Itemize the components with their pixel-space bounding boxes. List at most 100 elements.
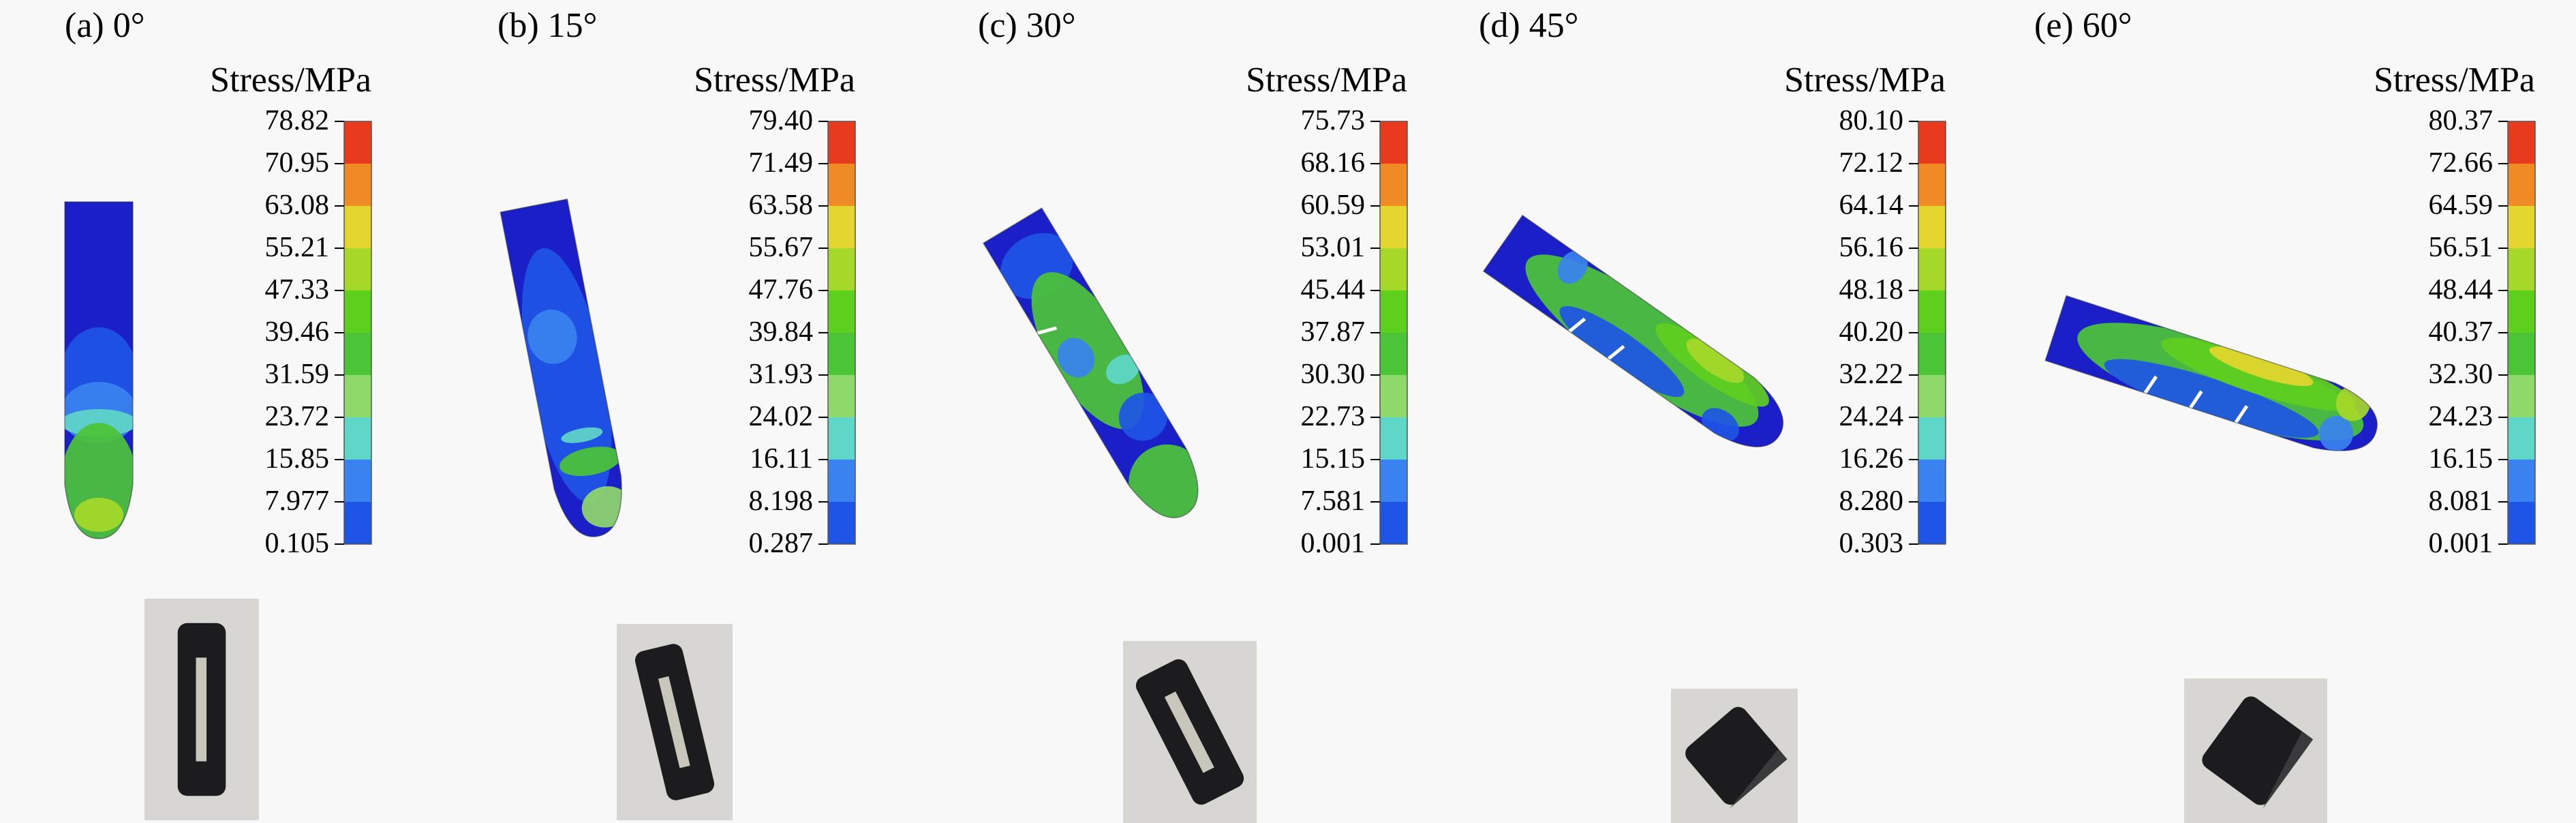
colorbar-tick-label: 78.82 <box>264 105 330 136</box>
colorbar-title: Stress/MPa <box>1784 61 1946 100</box>
specimen-highlight <box>658 676 690 768</box>
colorbar-band <box>828 417 855 460</box>
colorbar-tick-label: 31.93 <box>748 359 814 390</box>
colorbar-tick-label: 8.280 <box>1839 485 1904 517</box>
colorbar-band <box>2508 248 2535 291</box>
colorbar-title: Stress/MPa <box>694 61 855 100</box>
stress-contour-specimen <box>2044 295 2387 465</box>
stress-contour-specimen <box>982 207 1216 533</box>
colorbar-band <box>2508 417 2535 460</box>
colorbar-band <box>2508 121 2535 164</box>
colorbar-tick-label: 70.95 <box>264 147 330 179</box>
specimen-body <box>983 208 1216 533</box>
colorbar-band <box>1380 248 1407 291</box>
specimen-outline <box>64 201 134 539</box>
colorbar-tick-label: 24.02 <box>748 401 814 432</box>
stress-contour-specimen <box>64 201 134 539</box>
colorbar-band <box>2508 164 2535 207</box>
stress-region <box>1686 338 1745 383</box>
colorbar-tick-label: 0.105 <box>264 528 330 559</box>
specimen-fracture-face <box>1729 749 1788 809</box>
colorbar-band <box>1918 375 1946 418</box>
colorbar-tick-label: 0.001 <box>2428 528 2494 559</box>
colorbar-tick-label: 47.76 <box>748 274 814 305</box>
colorbar-tick-label: 15.15 <box>1300 443 1366 475</box>
colorbar-band <box>344 290 371 333</box>
stress-region <box>1105 354 1140 385</box>
colorbar-tick-label: 60.59 <box>1300 190 1366 221</box>
stress-region <box>527 310 577 364</box>
colorbar-band <box>2508 460 2535 503</box>
colorbar-band <box>2508 290 2535 333</box>
colorbar-band <box>1918 164 1946 207</box>
crack-mark <box>2143 375 2158 394</box>
colorbar-tick-label: 7.977 <box>264 485 330 517</box>
specimen-body <box>2045 295 2387 465</box>
colorbar-band <box>344 333 371 376</box>
colorbar-tick-label: 47.33 <box>264 274 330 305</box>
colorbar <box>335 121 372 545</box>
specimen-photo <box>617 624 733 820</box>
crack-mark <box>1037 326 1058 335</box>
stress-region <box>2209 346 2314 387</box>
colorbar-band <box>344 502 371 545</box>
colorbar-band <box>344 460 371 503</box>
colorbar-tick-label: 16.15 <box>2428 443 2494 475</box>
colorbar-tick-label: 63.58 <box>748 190 814 221</box>
specimen-fracture-face <box>2263 731 2314 809</box>
colorbar-band <box>828 248 855 291</box>
colorbar-band <box>1380 206 1407 249</box>
stress-region <box>1559 305 1685 398</box>
colorbar-tick-label: 40.20 <box>1839 316 1904 348</box>
specimen-body <box>1483 215 1798 465</box>
specimen-photo <box>144 599 259 820</box>
stress-contour-specimen <box>500 198 632 543</box>
specimen-body <box>65 202 133 539</box>
colorbar-band <box>828 206 855 249</box>
colorbar-band <box>344 248 371 291</box>
colorbar-tick-label: 22.73 <box>1300 401 1366 432</box>
colorbar-tick-label: 24.24 <box>1839 401 1904 432</box>
colorbar-tick-label: 72.66 <box>2428 147 2494 179</box>
crack-mark <box>1607 344 1625 361</box>
colorbar-band <box>1380 164 1407 207</box>
colorbar-band <box>1380 502 1407 545</box>
colorbar-band <box>1918 333 1946 376</box>
colorbar-tick-label: 0.303 <box>1839 528 1904 559</box>
fractured-specimen <box>1685 706 1788 809</box>
colorbar-tick-label: 79.40 <box>748 105 814 136</box>
colorbar-band <box>1380 417 1407 460</box>
colorbar <box>1909 121 1946 545</box>
colorbar-band <box>2508 375 2535 418</box>
specimen-body <box>500 198 632 543</box>
colorbar-band <box>1918 290 1946 333</box>
colorbar-band <box>1918 417 1946 460</box>
panel-label: (e) 60° <box>2034 6 2132 45</box>
colorbar <box>2498 121 2536 545</box>
colorbar <box>818 121 856 545</box>
colorbar-tick-label: 80.37 <box>2428 105 2494 136</box>
panel-label: (c) 30° <box>978 6 1076 45</box>
colorbar-band <box>2508 206 2535 249</box>
colorbar-tick-label: 63.08 <box>264 190 330 221</box>
fractured-specimen <box>2202 696 2314 809</box>
stress-region <box>1557 250 1588 284</box>
specimen-photo <box>1671 689 1798 823</box>
fractured-specimen <box>634 644 715 800</box>
colorbar-band <box>344 375 371 418</box>
colorbar-tick-label: 32.22 <box>1839 359 1904 390</box>
stress-region <box>1118 392 1168 441</box>
colorbar-tick-label: 48.44 <box>2428 274 2494 305</box>
colorbar-tick-label: 56.51 <box>2428 232 2494 263</box>
colorbar-tick-label: 53.01 <box>1300 232 1366 263</box>
specimen-outline <box>1482 214 1784 448</box>
specimen-photo <box>1123 641 1257 823</box>
colorbar-band <box>2508 333 2535 376</box>
colorbar-band <box>1918 248 1946 291</box>
colorbar-tick-label: 39.46 <box>264 316 330 348</box>
colorbar-tick-label: 37.87 <box>1300 316 1366 348</box>
colorbar-tick-label: 31.59 <box>264 359 330 390</box>
colorbar-tick-label: 48.18 <box>1839 274 1904 305</box>
colorbar-tick-label: 72.12 <box>1839 147 1904 179</box>
